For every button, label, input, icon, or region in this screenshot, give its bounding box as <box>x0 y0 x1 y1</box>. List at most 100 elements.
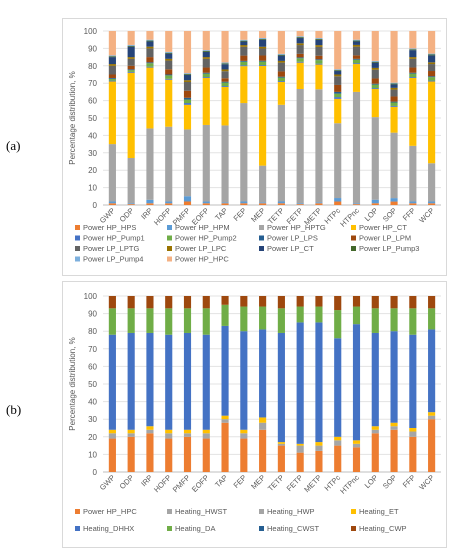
bar-segment-fep-power-hp-hpc <box>240 31 248 40</box>
bar-segment-tetp-heating-dhhx <box>277 332 285 443</box>
bar-segment-ffp-power-hp-ct <box>409 77 417 146</box>
bar-segment-tap-power-lp-lptg <box>221 71 229 79</box>
bar-segment-hofp-power-lp-lpc <box>165 58 173 61</box>
bar-segment-hofp-heating-dhhx <box>165 334 173 430</box>
legend-swatch-heating-cwp <box>351 526 356 531</box>
bar-segment-metp-power-hp-ct <box>315 64 323 90</box>
legend-label-power-lp-lptg: Power LP_LPTG <box>83 244 139 253</box>
bar-segment-pmfp-heating-et <box>183 429 192 434</box>
bar-segment-htpnc-power-lp-ct <box>352 41 361 45</box>
bar-segment-irp-power-hp-hpc <box>146 31 154 40</box>
bar-segment-irp-power-lp-ct <box>146 41 154 47</box>
bar-segment-lop-power-lp-lpm <box>371 78 379 84</box>
bar-segment-irp-heating-cwp <box>146 296 154 309</box>
legend-swatch-heating-cwst <box>259 526 264 531</box>
bar-segment-htpc-power-hp-hpm <box>334 198 342 202</box>
bar-segment-metp-heating-cwp <box>315 296 323 307</box>
bar-segment-mep-power-hp-hpc <box>259 31 267 38</box>
bar-segment-htpnc-heating-dhhx <box>352 324 361 441</box>
bar-segment-fetp-power-lp-ct <box>296 38 304 44</box>
bar-segment-wcp-power-lp-pump3 <box>428 54 436 56</box>
bar-segment-pmfp-power-hp-ct <box>183 104 192 130</box>
bar-segment-pmfp-power-lp-pump4 <box>183 73 192 75</box>
bar-segment-gwp-heating-hwst <box>108 433 116 439</box>
bar-segment-sop-power-lp-lpm <box>390 96 398 102</box>
legend-label-power-lp-pump4: Power LP_Pump4 <box>83 255 143 264</box>
y-tick-label: 30 <box>88 415 97 424</box>
legend-swatch-power-hp-hpc <box>75 509 80 514</box>
bar-segment-htpnc-power-lp-lpm <box>352 55 361 59</box>
bar-segment-htpnc-power-hp-hptg <box>352 91 361 204</box>
bar-segment-mep-power-lp-lptg <box>259 48 267 56</box>
bar-segment-fetp-power-hp-hptg <box>296 89 304 204</box>
bar-segment-sop-heating-dhhx <box>390 331 398 423</box>
bar-segment-tap-heating-et <box>221 415 229 420</box>
bar-segment-wcp-power-lp-lps <box>428 76 436 78</box>
bar-segment-hofp-power-hp-hpc <box>165 31 173 52</box>
bar-segment-pmfp-power-hp-hps <box>183 201 192 205</box>
bar-segment-sop-power-lp-pump3 <box>390 83 398 85</box>
bar-segment-lop-heating-hwst <box>371 429 379 434</box>
y-tick-label: 100 <box>84 27 98 36</box>
bar-segment-irp-power-lp-lpm <box>146 57 154 63</box>
bar-segment-irp-power-hp-hptg <box>146 128 154 200</box>
panel-label-a: (a) <box>6 138 21 153</box>
legend-label-heating-da: Heating_DA <box>175 524 215 533</box>
bar-segment-tap-heating-hwst <box>221 419 229 423</box>
y-tick-label: 10 <box>88 184 97 193</box>
bar-segment-htpc-power-lp-lpc <box>334 74 342 77</box>
bar-segment-htpc-power-hp-hpc <box>334 445 342 472</box>
bar-segment-odp-power-lp-pump3 <box>127 45 135 47</box>
bar-segment-metp-heating-dhhx <box>315 322 323 443</box>
legend-swatch-power-lp-lpc <box>167 246 172 251</box>
bar-segment-pmfp-power-hp-pump2 <box>183 99 192 104</box>
legend-swatch-heating-hwp <box>259 509 264 514</box>
bar-segment-eofp-power-hp-hpm <box>202 201 210 204</box>
bar-segment-irp-heating-et <box>146 426 154 430</box>
bar-segment-odp-power-hp-hpc <box>127 31 135 45</box>
bar-segment-eofp-power-hp-hptg <box>202 124 210 202</box>
bar-segment-lop-power-hp-pump2 <box>371 84 379 89</box>
bar-segment-sop-heating-da <box>390 308 398 332</box>
bar-segment-ffp-heating-dhhx <box>409 334 417 428</box>
bar-segment-tap-power-lp-lps <box>221 81 229 83</box>
bar-segment-sop-power-hp-pump2 <box>390 102 398 106</box>
x-tick-label-irp: IRP <box>139 473 154 488</box>
bar-segment-tap-power-hp-ct <box>221 86 229 126</box>
bar-segment-tetp-heating-et <box>277 442 285 444</box>
bar-segment-irp-heating-dhhx <box>146 332 154 427</box>
bar-segment-lop-power-hp-hptg <box>371 117 379 200</box>
bar-segment-tap-power-lp-pump4 <box>221 62 229 64</box>
legend-swatch-power-lp-lps <box>259 235 264 241</box>
bar-segment-ffp-power-lp-lpc <box>409 57 417 59</box>
bar-segment-tap-power-hp-hpc <box>221 422 229 472</box>
bar-segment-fetp-power-hp-hps <box>296 204 304 205</box>
bar-segment-tap-power-hp-hpm <box>221 202 229 204</box>
legend-swatch-power-hp-pump1 <box>75 235 80 241</box>
bar-segment-mep-power-hp-hpc <box>259 429 267 472</box>
bar-segment-htpnc-power-lp-lptg <box>352 46 361 56</box>
bar-segment-eofp-power-hp-hps <box>202 203 210 205</box>
x-tick-label-ffp: FFP <box>401 473 417 489</box>
bar-segment-gwp-power-lp-lps <box>108 77 116 79</box>
bar-segment-eofp-heating-dhhx <box>202 334 210 430</box>
legend-label-power-hp-ct: Power HP_CT <box>359 223 407 232</box>
bar-segment-tap-power-lp-ct <box>221 64 229 70</box>
bar-segment-lop-heating-et <box>371 426 379 430</box>
x-tick-label-ffp: FFP <box>401 206 417 222</box>
bar-segment-htpc-power-lp-lptg <box>334 76 342 85</box>
bar-segment-sop-heating-cwp <box>390 296 398 309</box>
y-tick-label: 60 <box>88 97 97 106</box>
bar-segment-tap-heating-cwp <box>221 296 229 305</box>
bar-segment-ffp-power-hp-hptg <box>409 145 417 202</box>
bar-segment-wcp-heating-da <box>428 308 436 330</box>
bar-segment-metp-power-lp-pump4 <box>315 38 323 39</box>
bar-segment-tetp-heating-da <box>277 308 285 333</box>
stacked-bar-chart-b: 0 10 20 30 40 50 60 70 80 90 100 Percentage distrib… <box>68 292 441 533</box>
bar-segment-eofp-power-lp-pump3 <box>202 51 210 52</box>
bar-segment-sop-power-hp-ct <box>390 106 398 133</box>
bar-segment-mep-heating-cwp <box>259 296 267 307</box>
legend-swatch-power-hp-hps <box>75 225 80 230</box>
x-tick-label-sop: SOP <box>381 473 399 491</box>
bar-segment-eofp-power-hp-ct <box>202 77 210 125</box>
